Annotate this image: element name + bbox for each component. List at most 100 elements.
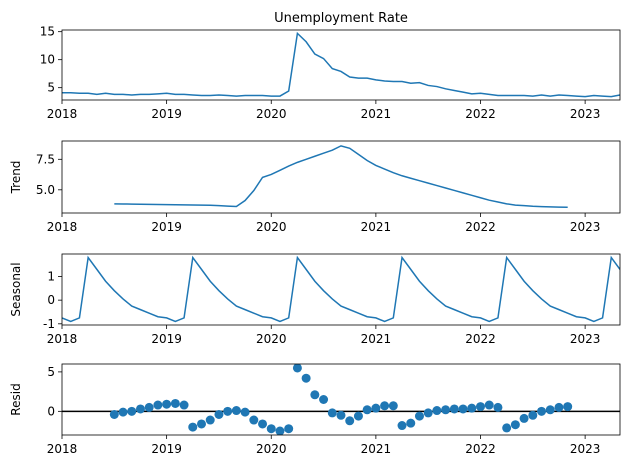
- x-tick-label: 2023: [570, 107, 601, 121]
- data-point: [284, 424, 294, 434]
- y-tick-label: 5: [47, 365, 55, 379]
- data-point: [388, 401, 398, 411]
- x-tick-label: 2018: [47, 220, 78, 234]
- data-line: [62, 31, 620, 98]
- data-point: [144, 402, 154, 412]
- data-point: [319, 395, 329, 404]
- x-tick-label: 2018: [47, 332, 78, 346]
- x-tick-label: 2022: [465, 332, 496, 346]
- data-point: [554, 402, 564, 412]
- data-point: [397, 421, 407, 431]
- x-tick-label: 2020: [256, 332, 287, 346]
- x-tick-label: 2022: [465, 107, 496, 121]
- y-tick-label: 5: [47, 81, 55, 95]
- data-point: [362, 405, 372, 415]
- x-tick-label: 2019: [151, 107, 182, 121]
- data-point: [327, 408, 337, 418]
- data-point: [249, 415, 259, 425]
- data-point: [179, 400, 189, 410]
- data-point: [476, 402, 485, 412]
- data-point: [432, 406, 442, 416]
- subplot: Unemployment Rate 5 10 15 2018 2019 2020 2021 20…: [40, 11, 621, 121]
- y-axis-label: Seasonal: [9, 262, 23, 316]
- data-point: [510, 420, 520, 430]
- axes-frame: [61, 140, 621, 214]
- data-point: [301, 373, 311, 383]
- data-point: [493, 402, 503, 412]
- data-point: [449, 404, 459, 414]
- data-point: [275, 426, 285, 435]
- y-tick-label: 7.5: [36, 152, 55, 166]
- data-point: [214, 409, 224, 419]
- data-point: [441, 405, 451, 415]
- data-point: [231, 406, 241, 416]
- axes-frame: [61, 363, 621, 436]
- x-tick-label: 2018: [47, 107, 78, 121]
- y-tick-label: 0: [47, 293, 55, 307]
- data-point: [537, 406, 547, 416]
- data-point: [127, 406, 137, 416]
- y-axis-label: Trend: [9, 161, 23, 195]
- x-tick-label: 2020: [256, 220, 287, 234]
- x-tick-label: 2019: [151, 220, 182, 234]
- x-tick-label: 2023: [570, 220, 601, 234]
- data-point: [109, 409, 119, 419]
- data-point: [205, 415, 215, 425]
- data-point: [240, 407, 250, 417]
- x-tick-label: 2021: [361, 107, 392, 121]
- subplot: Resid 0 5 2018 2019 2020 2021 2022 2023: [9, 363, 621, 456]
- data-point: [458, 404, 468, 414]
- data-point: [519, 413, 529, 423]
- x-tick-label: 2022: [465, 220, 496, 234]
- data-point: [414, 411, 424, 421]
- x-tick-label: 2023: [570, 332, 601, 346]
- x-tick-label: 2023: [570, 442, 601, 456]
- data-point: [162, 399, 172, 409]
- chart-title: Unemployment Rate: [274, 11, 408, 26]
- data-point: [336, 410, 346, 420]
- subplot: Trend 5.0 7.5 2018 2019 2020 2021 2022 2023: [9, 140, 621, 234]
- x-tick-label: 2018: [47, 442, 78, 456]
- x-tick-label: 2022: [465, 442, 496, 456]
- x-tick-label: 2019: [151, 332, 182, 346]
- y-axis-label: Resid: [9, 383, 23, 415]
- data-point: [563, 402, 573, 412]
- data-point: [188, 422, 198, 432]
- data-point: [135, 404, 145, 414]
- x-tick-label: 2021: [361, 332, 392, 346]
- data-point: [353, 411, 363, 421]
- data-point: [502, 423, 512, 433]
- y-tick-label: 0: [47, 404, 55, 418]
- data-point: [153, 400, 163, 410]
- y-tick-label: 15: [40, 25, 55, 39]
- data-line: [62, 255, 620, 323]
- data-point: [310, 390, 320, 400]
- axes-frame: [61, 29, 621, 101]
- data-point: [528, 410, 538, 420]
- y-tick-label: 10: [40, 53, 55, 67]
- data-point: [467, 403, 477, 413]
- x-tick-label: 2021: [361, 220, 392, 234]
- data-point: [292, 364, 302, 373]
- x-tick-label: 2020: [256, 442, 287, 456]
- data-point: [197, 419, 206, 429]
- data-point: [266, 424, 276, 434]
- subplot: Seasonal -1 0 1 2018 2019 2020 2021 2022 2023: [9, 253, 621, 346]
- x-tick-label: 2021: [361, 442, 392, 456]
- y-tick-label: 1: [47, 269, 55, 283]
- x-tick-label: 2020: [256, 107, 287, 121]
- data-point: [484, 400, 494, 410]
- data-point: [170, 398, 180, 408]
- y-tick-label: 5.0: [36, 183, 55, 197]
- data-point: [258, 419, 268, 429]
- data-point: [423, 408, 433, 418]
- axes-frame: [61, 253, 621, 326]
- data-point: [380, 401, 390, 411]
- data-point: [345, 416, 355, 426]
- data-point: [223, 406, 233, 416]
- data-point: [371, 403, 381, 413]
- data-point: [406, 418, 416, 428]
- y-tick-label: -1: [43, 317, 55, 331]
- data-line: [114, 145, 568, 209]
